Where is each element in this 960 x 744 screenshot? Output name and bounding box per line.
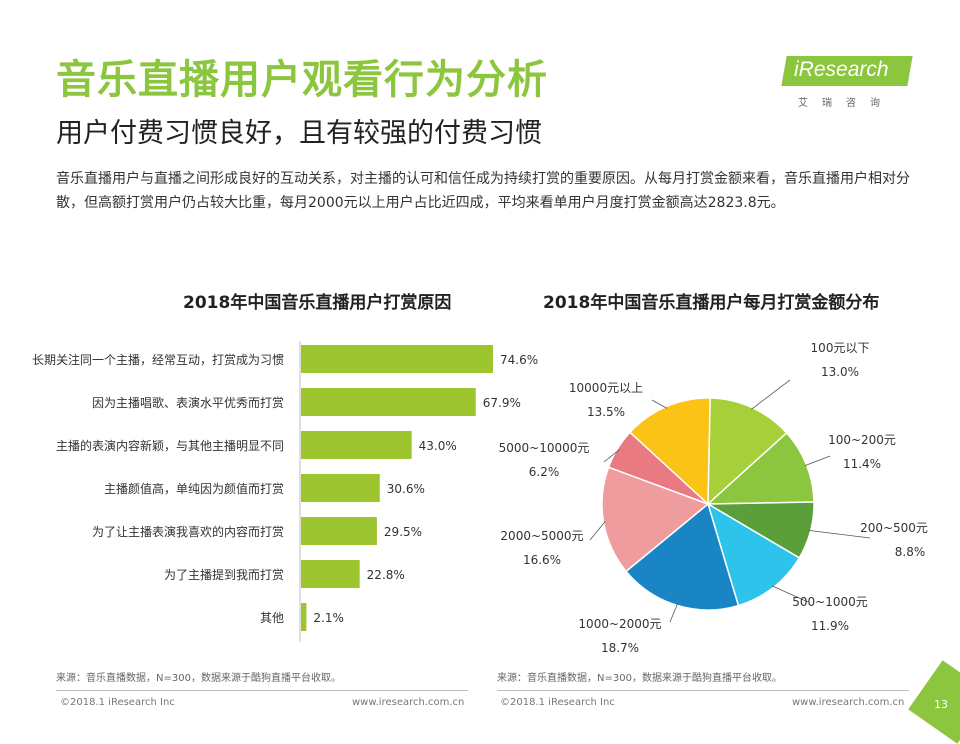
bar-category-label: 为了主播提到我而打赏: [164, 567, 284, 582]
pie-slice-value: 13.5%: [587, 405, 625, 419]
pie-slice-label: 500~1000元: [792, 595, 868, 609]
pie-leader-line: [651, 399, 668, 409]
bar-value-label: 29.5%: [384, 525, 422, 539]
bar-value-label: 43.0%: [419, 439, 457, 453]
iresearch-logo: iResearch 艾瑞咨询: [781, 50, 914, 110]
pie-slice-value: 13.0%: [821, 365, 859, 379]
footer-website-right[interactable]: www.iresearch.com.cn: [792, 697, 905, 708]
footer-divider-left: [56, 690, 468, 691]
bar: [301, 560, 360, 588]
pie-slice: [601, 466, 710, 573]
pie-slice-label: 2000~5000元: [500, 529, 583, 543]
bar-chart-title: 2018年中国音乐直播用户打赏原因: [183, 293, 452, 313]
footer-copyright-left: ©2018.1 iResearch Inc: [60, 697, 175, 708]
pie-slice: [707, 397, 788, 506]
pie-slice-label: 200~500元: [860, 521, 928, 535]
footer-copyright-right: ©2018.1 iResearch Inc: [500, 697, 615, 708]
pie-chart-title: 2018年中国音乐直播用户每月打赏金额分布: [543, 293, 880, 313]
pie-slice-label: 100元以下: [811, 341, 870, 355]
bar-value-label: 2.1%: [313, 611, 344, 625]
pie-slice-value: 18.7%: [601, 641, 639, 655]
bar: [301, 603, 307, 631]
logo-text: iResearch: [794, 58, 889, 81]
pie-chart: 100元以下 13.0% 100~200元 11.4% 200~500元 8.8% 500~…: [499, 341, 928, 655]
pie-leader-line: [669, 603, 678, 623]
pie-slice: [628, 397, 711, 506]
bar-category-label: 因为主播唱歌、表演水平优秀而打赏: [92, 395, 284, 410]
intro-paragraph: 音乐直播用户与直播之间形成良好的互动关系，对主播的认可和信任成为持续打赏的重要原…: [56, 171, 910, 211]
pie-leader-line: [804, 455, 831, 467]
bar-category-label: 主播的表演内容新颖，与其他主播明显不同: [56, 438, 284, 453]
pie-leader-line: [771, 585, 809, 603]
pie-slice-value: 11.9%: [811, 619, 849, 633]
footer-website-left[interactable]: www.iresearch.com.cn: [352, 697, 465, 708]
bar-category-label: 为了让主播表演我喜欢的内容而打赏: [92, 524, 284, 539]
bar: [301, 431, 412, 459]
bar-value-label: 67.9%: [483, 396, 521, 410]
bar: [301, 517, 377, 545]
bar-category-label: 主播颜值高，单纯因为颜值而打赏: [104, 481, 284, 496]
bar-category-label: 其他: [260, 611, 284, 625]
pie-slice-value: 11.4%: [843, 457, 881, 471]
bar-value-label: 30.6%: [387, 482, 425, 496]
bar-value-label: 22.8%: [367, 568, 405, 582]
pie-slice-value: 8.8%: [895, 545, 926, 559]
bar: [301, 345, 493, 373]
pie-leader-line: [808, 530, 871, 539]
page-number: 13: [934, 698, 948, 711]
source-note-left: 来源：音乐直播数据，N=300，数据来源于酷狗直播平台收取。: [56, 673, 341, 684]
pie-leader-line: [589, 521, 606, 541]
pie-slice-label: 5000~10000元: [499, 441, 590, 455]
bar: [301, 388, 476, 416]
bar-value-label: 74.6%: [500, 353, 538, 367]
pie-leader-line: [603, 449, 620, 463]
bar-category-label: 长期关注同一个主播，经常互动，打赏成为习惯: [32, 352, 284, 367]
pie-slice-label: 10000元以上: [569, 381, 643, 395]
page-title: 音乐直播用户观看行为分析: [56, 57, 548, 103]
footer-divider-right: [497, 690, 909, 691]
bar: [301, 474, 380, 502]
pie-slice-label: 100~200元: [828, 433, 896, 447]
pie-slice-label: 1000~2000元: [578, 617, 661, 631]
source-note-right: 来源：音乐直播数据，N=300，数据来源于酷狗直播平台收取。: [497, 673, 782, 684]
page-subtitle: 用户付费习惯良好，且有较强的付费习惯: [56, 118, 542, 149]
pie-leader-line: [750, 379, 791, 410]
logo-subtext: 艾瑞咨询: [798, 98, 894, 109]
pie-slice-value: 16.6%: [523, 553, 561, 567]
bar-chart: 长期关注同一个主播，经常互动，打赏成为习惯 74.6% 因为主播唱歌、表演水平优秀而…: [32, 341, 538, 642]
pie-slice-value: 6.2%: [529, 465, 560, 479]
